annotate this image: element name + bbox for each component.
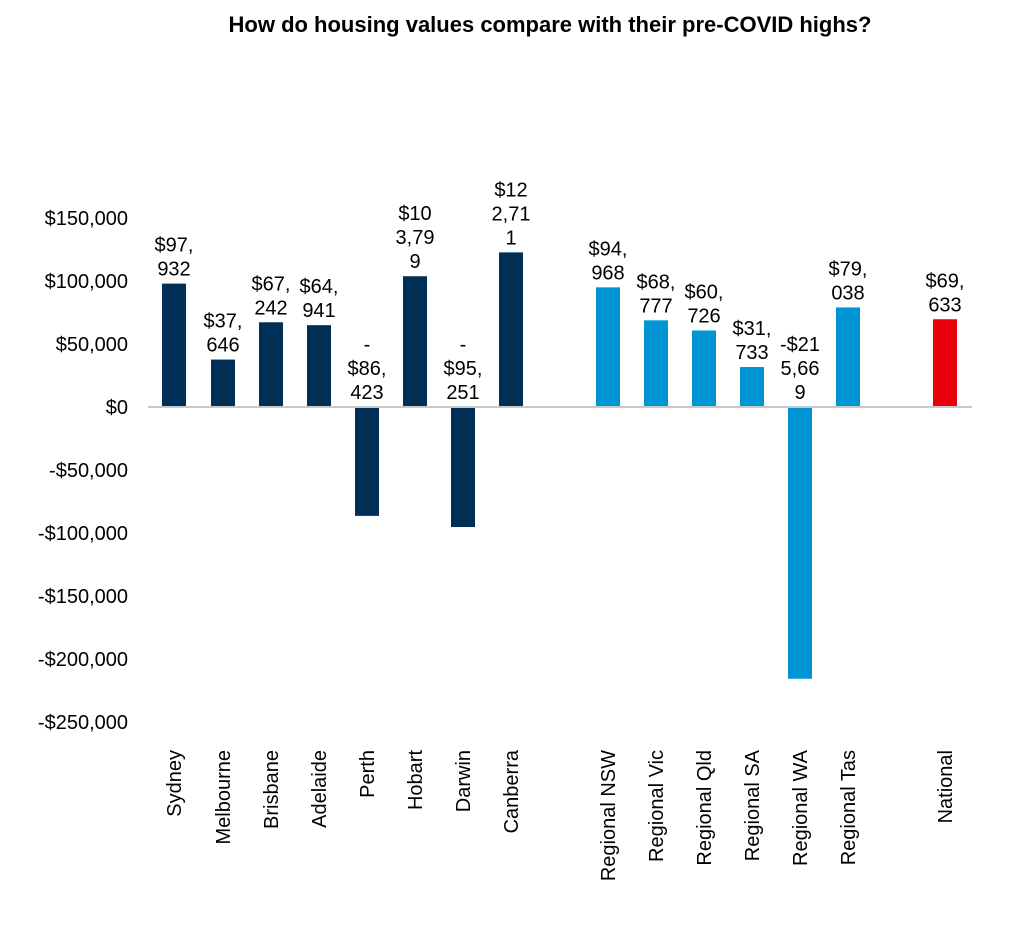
y-tick-label: $0 bbox=[106, 397, 128, 419]
data-label-line: - bbox=[460, 334, 467, 356]
data-label-line: 968 bbox=[591, 262, 624, 284]
data-label: $60,726 bbox=[685, 281, 724, 327]
data-label-line: 9 bbox=[794, 382, 805, 404]
data-label-line: 9 bbox=[409, 251, 420, 273]
data-label-line: 633 bbox=[928, 294, 961, 316]
data-label-line: 733 bbox=[735, 342, 768, 364]
data-label: $67,242 bbox=[252, 273, 291, 319]
data-label-line: $79, bbox=[829, 258, 868, 280]
data-label-line: 251 bbox=[446, 382, 479, 404]
x-tick-label: Brisbane bbox=[261, 750, 283, 829]
x-tick-label: Hobart bbox=[405, 750, 427, 810]
data-label: $31,733 bbox=[733, 318, 772, 364]
x-tick-label: Perth bbox=[357, 750, 379, 798]
x-tick-label: Regional WA bbox=[790, 749, 812, 866]
data-label-line: 941 bbox=[302, 300, 335, 322]
bar bbox=[596, 287, 620, 407]
data-label-line: 038 bbox=[831, 282, 864, 304]
data-label-line: 726 bbox=[687, 305, 720, 327]
data-label-line: 777 bbox=[639, 295, 672, 317]
x-tick-label: Regional Vic bbox=[646, 750, 668, 862]
y-axis-tick-labels: $150,000 $100,000 $50,000 $0 -$50,000 -$100,0… bbox=[38, 208, 128, 734]
x-tick-label: Regional Tas bbox=[838, 750, 860, 865]
bar bbox=[259, 322, 283, 407]
data-label-line: 932 bbox=[157, 259, 190, 281]
data-label-line: $64, bbox=[300, 276, 339, 298]
data-label: -$95,251 bbox=[444, 334, 483, 404]
data-label-line: 1 bbox=[505, 227, 516, 249]
y-tick-label: -$150,000 bbox=[38, 586, 128, 608]
data-label-line: 646 bbox=[206, 335, 239, 357]
data-label: $69,633 bbox=[926, 270, 965, 316]
data-label-line: $10 bbox=[398, 203, 431, 225]
y-tick-label: -$200,000 bbox=[38, 649, 128, 671]
bars bbox=[162, 252, 957, 679]
x-tick-label: Adelaide bbox=[309, 750, 331, 828]
data-label: -$215,669 bbox=[780, 334, 820, 404]
bar bbox=[740, 367, 764, 407]
data-label-line: 423 bbox=[350, 382, 383, 404]
data-label-line: 242 bbox=[254, 297, 287, 319]
data-label-line: $69, bbox=[926, 270, 965, 292]
x-tick-label: Regional SA bbox=[742, 749, 764, 861]
bar bbox=[355, 407, 379, 516]
bar bbox=[933, 319, 957, 407]
bar bbox=[451, 407, 475, 528]
x-tick-label: Darwin bbox=[453, 750, 475, 812]
data-label: $68,777 bbox=[637, 271, 676, 317]
data-label-line: $95, bbox=[444, 358, 483, 380]
chart-title: How do housing values compare with their… bbox=[228, 12, 872, 37]
data-label: $37,646 bbox=[204, 311, 243, 357]
bar bbox=[499, 252, 523, 407]
data-label-line: 5,66 bbox=[781, 358, 820, 380]
y-tick-label: -$250,000 bbox=[38, 712, 128, 734]
data-label-line: $86, bbox=[348, 358, 387, 380]
y-tick-label: $50,000 bbox=[56, 334, 128, 356]
bar bbox=[644, 320, 668, 407]
y-tick-label: -$100,000 bbox=[38, 523, 128, 545]
data-label-line: $94, bbox=[589, 238, 628, 260]
x-tick-label: Melbourne bbox=[213, 750, 235, 845]
bar bbox=[162, 283, 186, 407]
data-labels: $97,932$37,646$67,242$64,941-$86,423$103… bbox=[155, 179, 965, 404]
data-label-line: $67, bbox=[252, 273, 291, 295]
data-label-line: $37, bbox=[204, 311, 243, 333]
data-label-line: $60, bbox=[685, 281, 724, 303]
data-label: $79,038 bbox=[829, 258, 868, 304]
bar bbox=[211, 359, 235, 407]
bar bbox=[788, 407, 812, 679]
data-label-line: $68, bbox=[637, 271, 676, 293]
data-label-line: $12 bbox=[494, 179, 527, 201]
data-label: $97,932 bbox=[155, 235, 194, 281]
data-label: $103,799 bbox=[396, 203, 435, 273]
y-tick-label: $150,000 bbox=[45, 208, 128, 230]
x-tick-label: Regional Qld bbox=[694, 750, 716, 866]
x-tick-label: National bbox=[935, 750, 957, 823]
y-tick-label: $100,000 bbox=[45, 271, 128, 293]
bar bbox=[836, 307, 860, 407]
data-label-line: $31, bbox=[733, 318, 772, 340]
bar bbox=[307, 325, 331, 407]
data-label-line: 3,79 bbox=[396, 227, 435, 249]
data-label-line: -$21 bbox=[780, 334, 820, 356]
data-label-line: 2,71 bbox=[492, 203, 531, 225]
data-label: $122,711 bbox=[492, 179, 531, 249]
data-label: $64,941 bbox=[300, 276, 339, 322]
data-label: $94,968 bbox=[589, 238, 628, 284]
y-tick-label: -$50,000 bbox=[49, 460, 128, 482]
bar bbox=[692, 330, 716, 407]
data-label: -$86,423 bbox=[348, 334, 387, 404]
x-tick-label: Regional NSW bbox=[598, 750, 620, 881]
x-tick-label: Canberra bbox=[501, 749, 523, 833]
bar bbox=[403, 276, 427, 407]
data-label-line: $97, bbox=[155, 235, 194, 257]
x-tick-label: Sydney bbox=[164, 750, 186, 817]
x-axis-category-labels: Sydney Melbourne Brisbane Adelaide Perth Hoba… bbox=[164, 749, 957, 881]
data-label-line: - bbox=[364, 334, 371, 356]
